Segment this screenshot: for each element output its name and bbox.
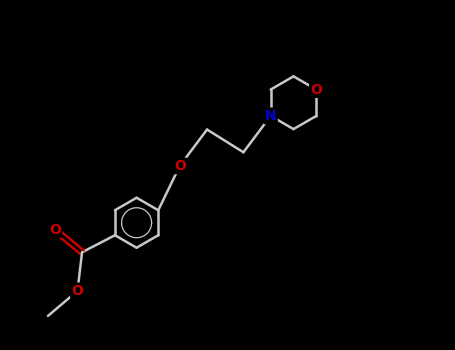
Text: N: N xyxy=(265,109,277,123)
Text: O: O xyxy=(310,83,322,97)
Text: O: O xyxy=(49,223,61,237)
Text: O: O xyxy=(71,284,83,298)
Text: O: O xyxy=(174,159,186,173)
